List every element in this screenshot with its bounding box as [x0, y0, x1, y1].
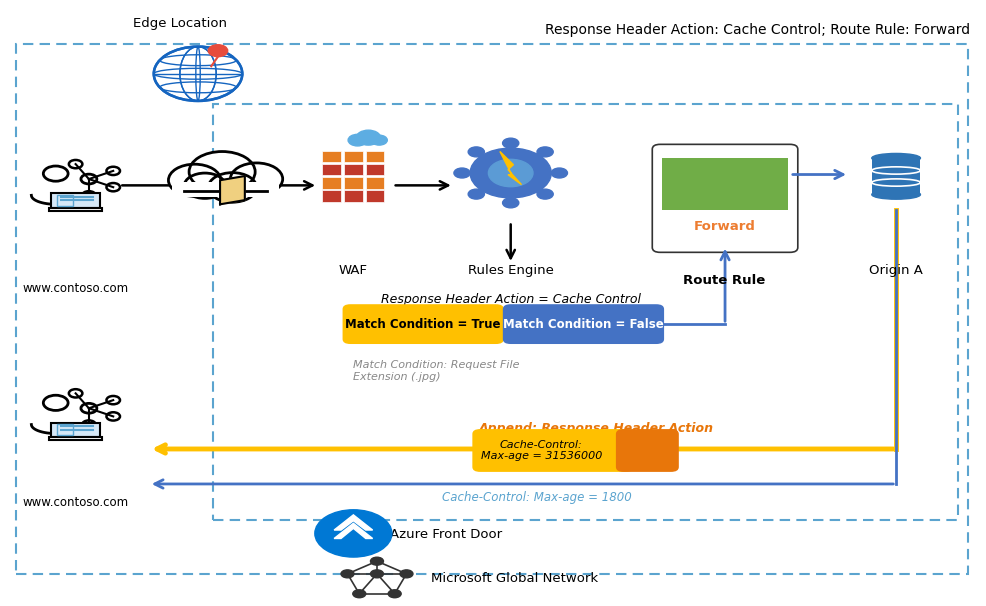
- Circle shape: [356, 130, 381, 145]
- Circle shape: [551, 168, 568, 178]
- Text: Cache-Control:
Max-age = 31536000: Cache-Control: Max-age = 31536000: [480, 440, 602, 461]
- Circle shape: [537, 189, 553, 199]
- Bar: [213, 104, 958, 520]
- Circle shape: [503, 138, 519, 148]
- Circle shape: [189, 152, 255, 192]
- Text: Append: Response Header Action: Append: Response Header Action: [479, 422, 714, 435]
- Circle shape: [169, 164, 221, 196]
- Circle shape: [353, 590, 366, 598]
- Circle shape: [208, 45, 228, 57]
- Circle shape: [231, 163, 283, 195]
- Text: Match Condition = False: Match Condition = False: [503, 318, 664, 331]
- Bar: [344, 151, 363, 162]
- Text: Azure Front Door: Azure Front Door: [389, 528, 502, 541]
- Text: Microsoft Global Network: Microsoft Global Network: [431, 571, 599, 585]
- Text: Match Condition = True: Match Condition = True: [345, 318, 501, 331]
- Circle shape: [537, 147, 553, 157]
- Text: Response Header Action = Cache Control: Response Header Action = Cache Control: [381, 293, 641, 307]
- Circle shape: [154, 47, 243, 101]
- Bar: [49, 437, 103, 440]
- Bar: [366, 177, 385, 188]
- Ellipse shape: [872, 153, 921, 163]
- Polygon shape: [334, 524, 373, 539]
- Circle shape: [454, 168, 470, 178]
- Bar: [663, 158, 788, 219]
- Ellipse shape: [872, 190, 921, 199]
- FancyBboxPatch shape: [616, 429, 678, 472]
- Bar: [344, 177, 363, 188]
- Text: Route Rule: Route Rule: [683, 274, 765, 287]
- Circle shape: [371, 135, 387, 145]
- Bar: [57, 424, 73, 435]
- Circle shape: [371, 570, 384, 578]
- Bar: [172, 182, 279, 197]
- Text: Cache-Control: Max-age = 1800: Cache-Control: Max-age = 1800: [443, 491, 632, 504]
- Bar: [663, 210, 788, 242]
- Circle shape: [315, 510, 391, 557]
- Polygon shape: [334, 515, 373, 530]
- Text: Origin A: Origin A: [870, 264, 923, 277]
- Text: WAF: WAF: [339, 264, 368, 277]
- Bar: [322, 190, 341, 202]
- Bar: [366, 151, 385, 162]
- Bar: [51, 193, 100, 207]
- Circle shape: [400, 570, 413, 578]
- Text: Edge Location: Edge Location: [133, 18, 228, 30]
- Bar: [872, 158, 921, 195]
- Bar: [57, 195, 73, 205]
- FancyBboxPatch shape: [472, 429, 634, 472]
- Text: www.contoso.com: www.contoso.com: [22, 496, 128, 509]
- Circle shape: [468, 147, 484, 157]
- Bar: [49, 207, 103, 211]
- Circle shape: [371, 557, 384, 565]
- Circle shape: [184, 173, 226, 198]
- Bar: [322, 151, 341, 162]
- Bar: [322, 164, 341, 175]
- Bar: [344, 164, 363, 175]
- FancyBboxPatch shape: [653, 144, 798, 252]
- Text: Match Condition: Request File
Extension (.jpg): Match Condition: Request File Extension …: [353, 361, 520, 382]
- Text: Rules Engine: Rules Engine: [467, 264, 553, 277]
- Bar: [344, 190, 363, 202]
- Bar: [366, 164, 385, 175]
- Circle shape: [503, 198, 519, 208]
- FancyBboxPatch shape: [503, 304, 665, 344]
- Circle shape: [488, 159, 533, 187]
- Polygon shape: [220, 176, 245, 204]
- Circle shape: [341, 570, 354, 578]
- Circle shape: [208, 173, 256, 202]
- Text: www.contoso.com: www.contoso.com: [22, 282, 128, 295]
- Polygon shape: [500, 152, 522, 185]
- Bar: [16, 44, 968, 574]
- Circle shape: [468, 189, 484, 199]
- Text: Response Header Action: Cache Control; Route Rule: Forward: Response Header Action: Cache Control; R…: [544, 22, 970, 36]
- Text: Forward: Forward: [694, 220, 756, 233]
- Circle shape: [388, 590, 401, 598]
- Bar: [366, 190, 385, 202]
- Circle shape: [348, 135, 367, 146]
- Bar: [322, 177, 341, 188]
- Bar: [51, 422, 100, 437]
- Circle shape: [470, 148, 551, 198]
- FancyBboxPatch shape: [342, 304, 504, 344]
